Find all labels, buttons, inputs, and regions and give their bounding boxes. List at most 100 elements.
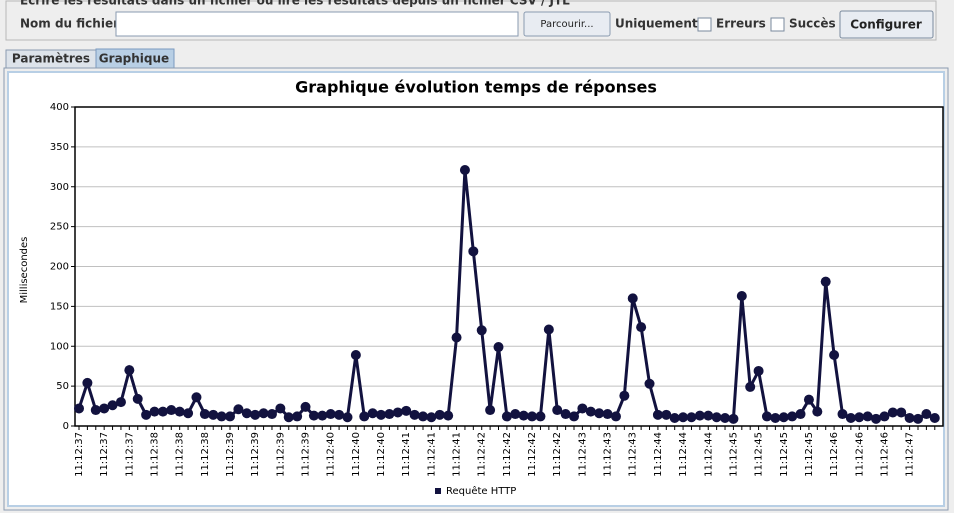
data-point: [266, 409, 277, 420]
data-point: [921, 409, 932, 420]
data-point: [854, 412, 865, 423]
configure-button-label: Configurer: [850, 18, 922, 32]
data-point: [569, 411, 580, 422]
data-point: [485, 405, 496, 416]
data-point: [417, 411, 428, 422]
data-point: [896, 407, 907, 418]
tab-label: Graphique: [99, 52, 169, 66]
data-point: [552, 405, 563, 416]
data-point: [476, 325, 487, 336]
x-tick-label: 11:12:42: [527, 432, 538, 477]
errors-label: Erreurs: [716, 17, 766, 31]
data-point: [233, 404, 244, 415]
data-point: [837, 409, 848, 420]
data-point: [703, 410, 714, 421]
data-point: [308, 410, 319, 421]
data-point: [845, 413, 856, 424]
data-point: [292, 411, 303, 422]
data-point: [560, 409, 571, 420]
x-tick-label: 11:12:40: [376, 432, 387, 477]
x-tick-label: 11:12:40: [326, 432, 337, 477]
data-point: [384, 409, 395, 420]
data-point: [862, 411, 873, 422]
legend-label: Requête HTTP: [446, 485, 516, 497]
x-tick-label: 11:12:43: [577, 432, 588, 477]
data-point: [904, 413, 915, 424]
data-point: [376, 409, 387, 420]
data-point: [795, 409, 806, 420]
data-point: [124, 365, 135, 376]
data-point: [459, 165, 470, 176]
success-checkbox[interactable]: [770, 17, 785, 32]
x-tick-label: 11:12:37: [74, 432, 85, 477]
x-tick-label: 11:12:39: [250, 432, 261, 477]
x-tick-label: 11:12:46: [829, 432, 840, 477]
data-point: [241, 408, 252, 419]
data-point: [99, 403, 110, 414]
x-tick-label: 11:12:38: [200, 432, 211, 477]
x-tick-label: 11:12:45: [779, 432, 790, 477]
data-point: [720, 413, 731, 424]
data-point: [736, 291, 747, 302]
data-point: [728, 413, 739, 424]
data-point: [678, 412, 689, 423]
data-point: [149, 406, 160, 417]
browse-button-label: Parcourir...: [540, 19, 593, 30]
y-tick-label: 350: [50, 142, 69, 153]
data-point: [74, 403, 84, 414]
data-point: [258, 408, 269, 419]
data-point: [300, 401, 311, 412]
only-label: Uniquement :: [615, 17, 707, 31]
data-point: [594, 408, 605, 419]
x-tick-label: 11:12:39: [301, 432, 312, 477]
file-input[interactable]: [115, 11, 519, 37]
data-point: [761, 411, 772, 422]
data-point: [636, 322, 647, 333]
data-point: [392, 407, 403, 418]
data-point: [753, 365, 764, 376]
data-point: [409, 409, 420, 420]
errors-checkbox[interactable]: [697, 17, 712, 32]
data-point: [115, 397, 126, 408]
data-point: [90, 405, 101, 416]
x-tick-label: 11:12:46: [854, 432, 865, 477]
data-point: [871, 413, 882, 424]
browse-button[interactable]: [523, 11, 611, 37]
panel-title: Ecrire les résultats dans un fichier ou …: [20, 0, 570, 8]
data-point: [770, 413, 781, 424]
x-tick-label: 11:12:38: [150, 432, 161, 477]
data-point: [401, 405, 412, 416]
data-point: [157, 406, 168, 417]
x-tick-label: 11:12:42: [477, 432, 488, 477]
data-point: [334, 409, 345, 420]
x-tick-label: 11:12:43: [628, 432, 639, 477]
data-point: [493, 342, 504, 353]
configure-button[interactable]: [839, 10, 934, 39]
data-point: [669, 413, 680, 424]
y-tick-label: 100: [50, 341, 69, 352]
data-point: [342, 412, 353, 423]
x-tick-label: 11:12:41: [452, 432, 463, 477]
data-point: [518, 410, 529, 421]
data-point: [610, 411, 621, 422]
data-point: [619, 390, 630, 401]
data-point: [283, 412, 294, 423]
data-point: [359, 411, 370, 422]
data-point: [745, 381, 756, 392]
data-point: [694, 410, 705, 421]
data-point: [443, 410, 454, 421]
data-point: [132, 393, 143, 404]
data-point: [451, 332, 462, 343]
data-point: [778, 412, 789, 423]
x-tick-label: 11:12:47: [905, 432, 916, 477]
data-point: [434, 409, 445, 420]
chart-title: Graphique évolution temps de réponses: [295, 78, 657, 97]
x-tick-label: 11:12:37: [124, 432, 135, 477]
tab-label: Paramètres: [12, 52, 90, 66]
data-point: [535, 411, 546, 422]
data-point: [275, 403, 286, 414]
data-point: [803, 394, 814, 405]
data-point: [107, 400, 118, 411]
x-tick-label: 11:12:46: [879, 432, 890, 477]
